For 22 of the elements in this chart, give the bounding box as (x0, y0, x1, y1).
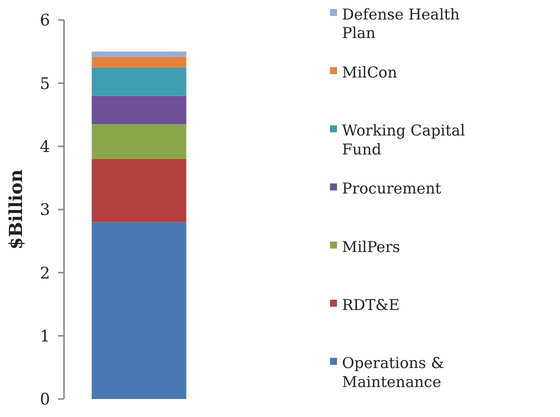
y-tick-label: 1 (40, 326, 50, 346)
bar (92, 56, 186, 68)
bar (92, 158, 186, 222)
legend-label: Defense Health Plan (342, 5, 460, 42)
legend-label: Working Capital Fund (342, 122, 466, 158)
bar (92, 52, 186, 57)
y-tick-label: 6 (40, 10, 50, 30)
y-tick-label: 2 (40, 263, 50, 282)
legend-label: MilPers (342, 238, 400, 256)
y-axis-title: $Billion (6, 169, 27, 250)
y-tick-label: 5 (40, 74, 50, 93)
bar (92, 124, 186, 159)
y-tick-label: 4 (40, 136, 50, 156)
bar (92, 96, 186, 124)
bar (92, 67, 186, 96)
legend-label: MilCon (342, 63, 398, 82)
bar (92, 222, 186, 399)
legend-label: Procurement (342, 180, 442, 198)
legend-label: RDT&E (342, 296, 400, 314)
y-tick-label: 0 (40, 390, 50, 409)
y-tick-label: 3 (40, 200, 50, 220)
legend-label: Operations & Maintenance (342, 354, 444, 391)
